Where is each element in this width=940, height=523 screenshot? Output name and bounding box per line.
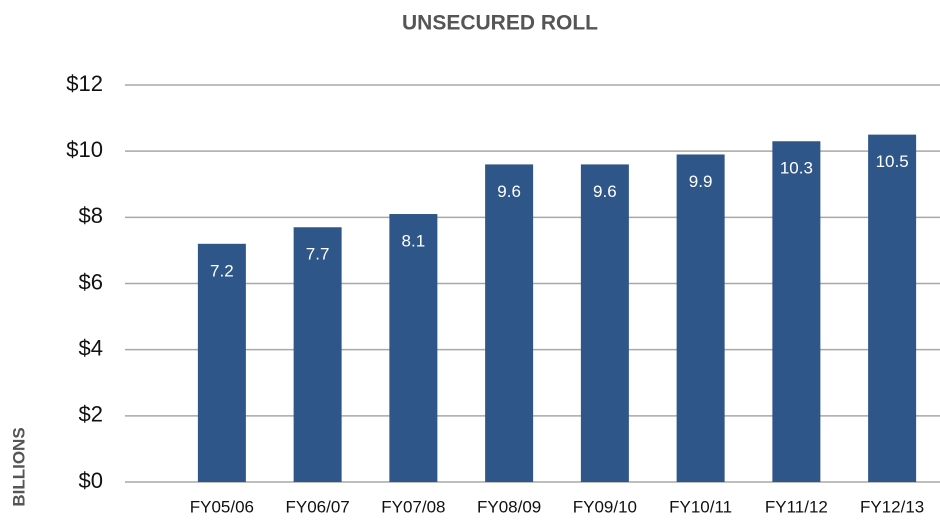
y-tick-label: $2	[79, 402, 103, 427]
data-label: 9.9	[689, 172, 713, 191]
y-tick-label: $6	[79, 269, 103, 294]
bar	[197, 243, 246, 482]
data-label: 8.1	[402, 232, 426, 251]
y-tick-label: $4	[79, 335, 103, 360]
bar	[676, 154, 725, 482]
x-tick-label: FY07/08	[381, 497, 445, 516]
x-tick-label: FY06/07	[285, 497, 349, 516]
y-tick-label: $8	[79, 203, 103, 228]
x-tick-label: FY11/12	[765, 497, 828, 516]
bar	[580, 164, 629, 482]
x-tick-label: FY12/13	[860, 497, 924, 516]
data-label: 7.2	[210, 261, 234, 280]
data-label: 7.7	[306, 245, 330, 264]
bar	[293, 227, 342, 482]
x-tick-label: FY10/11	[669, 497, 732, 516]
x-tick-label: FY05/06	[190, 497, 254, 516]
data-label: 9.6	[593, 182, 617, 201]
chart-title: UNSECURED ROLL	[402, 12, 598, 35]
y-tick-label: $0	[79, 468, 103, 493]
bar	[485, 164, 534, 482]
bar	[868, 134, 917, 482]
y-tick-label: $12	[66, 71, 103, 96]
data-label: 10.5	[876, 152, 909, 171]
x-tick-label: FY08/09	[477, 497, 541, 516]
bar	[772, 141, 821, 482]
y-tick-label: $10	[66, 137, 103, 162]
bar	[389, 214, 438, 482]
y-axis-label: BILLIONS	[9, 427, 28, 506]
data-label: 9.6	[497, 182, 521, 201]
x-tick-label: FY09/10	[573, 497, 637, 516]
data-label: 10.3	[780, 159, 813, 178]
